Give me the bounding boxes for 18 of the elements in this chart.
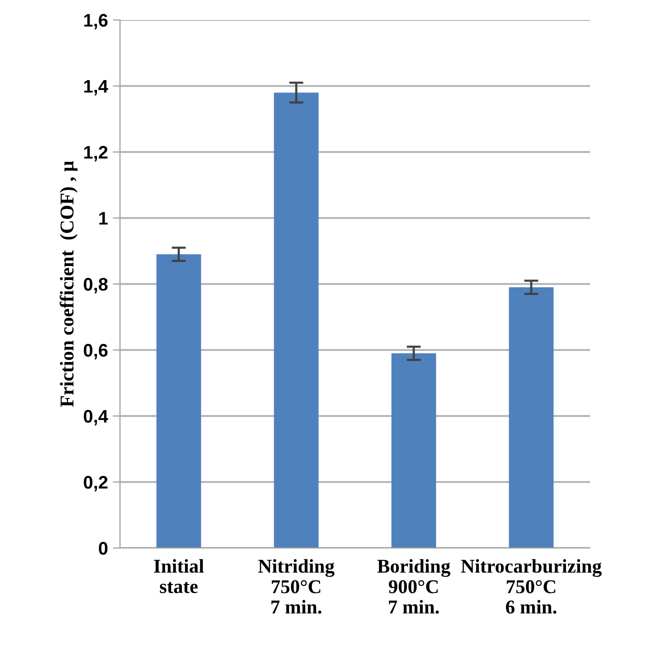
y-tick-label: 0,4 — [84, 410, 108, 426]
bar — [508, 287, 554, 548]
y-tick-label: 0,8 — [84, 278, 108, 294]
y-tick-label: 0,6 — [84, 344, 108, 360]
x-tick-label: Boriding 900°C 7 min. — [377, 559, 450, 614]
y-tick-label: 1,2 — [84, 146, 108, 162]
bar — [156, 254, 202, 548]
y-tick-label: 0,2 — [84, 476, 108, 492]
y-tick-label: 1 — [99, 212, 108, 225]
bar — [274, 92, 319, 548]
y-tick-label: 1,6 — [84, 14, 108, 30]
x-tick-label: Initial state — [154, 559, 204, 594]
y-axis-title: Friction coefficient (COF) , μ — [60, 161, 78, 407]
x-tick-label: Nitriding 750°C 7 min. — [258, 559, 334, 614]
x-tick-label: Nitrocarburizing 750°C 6 min. — [461, 559, 602, 614]
y-tick-label: 0 — [98, 542, 108, 555]
y-tick-label: 1,4 — [84, 80, 108, 96]
bar — [391, 353, 436, 548]
